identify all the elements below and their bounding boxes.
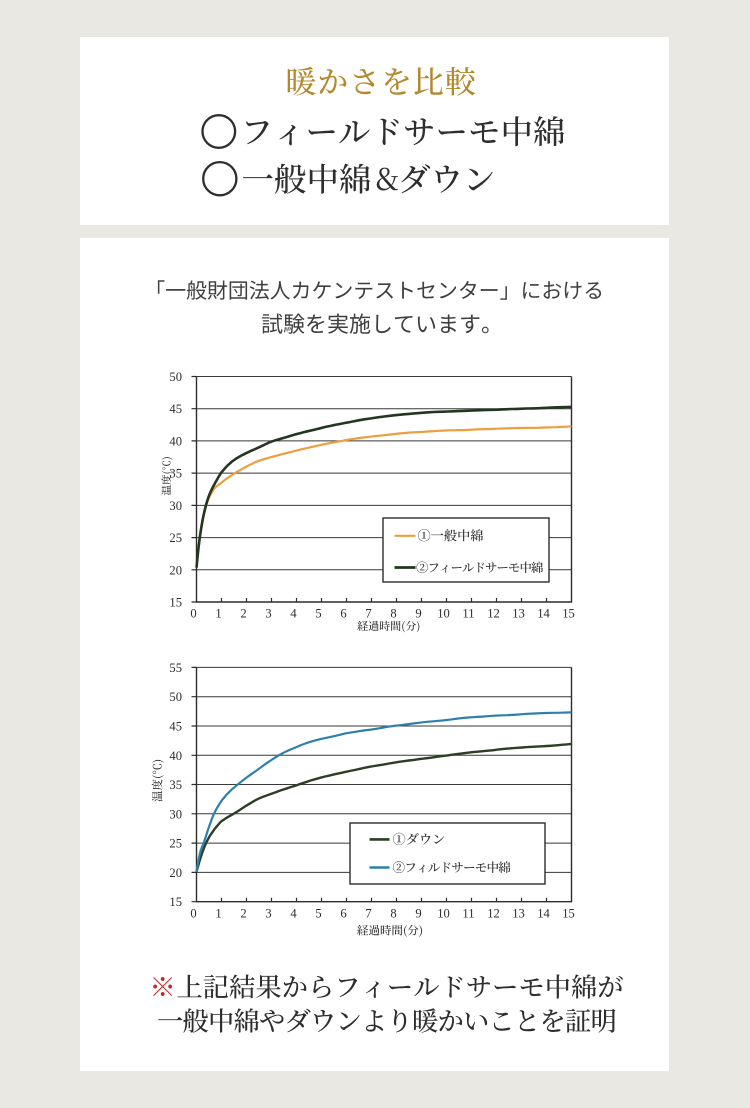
svg-text:5: 5 [315,907,321,921]
svg-text:8: 8 [390,907,396,921]
svg-text:7: 7 [365,907,371,921]
svg-text:3: 3 [265,607,271,621]
svg-text:11: 11 [462,907,474,921]
svg-text:13: 13 [512,907,525,921]
svg-text:30: 30 [169,499,182,513]
svg-text:50: 50 [169,690,182,704]
svg-text:10: 10 [437,607,450,621]
svg-text:35: 35 [169,467,182,481]
svg-text:9: 9 [415,607,421,621]
svg-text:14: 14 [537,907,550,921]
svg-text:9: 9 [415,907,421,921]
svg-text:45: 45 [169,402,182,416]
svg-text:40: 40 [169,434,182,448]
svg-text:15: 15 [169,895,182,909]
svg-text:25: 25 [169,837,182,851]
svg-text:30: 30 [169,807,182,821]
svg-text:7: 7 [365,607,371,621]
svg-text:2: 2 [240,607,246,621]
svg-text:12: 12 [487,907,500,921]
svg-text:50: 50 [169,370,182,384]
svg-text:2: 2 [240,907,246,921]
svg-text:8: 8 [390,607,396,621]
svg-text:0: 0 [190,607,196,621]
svg-text:20: 20 [169,866,182,880]
svg-text:11: 11 [462,607,474,621]
svg-text:1: 1 [215,907,221,921]
svg-text:15: 15 [562,907,575,921]
svg-text:15: 15 [562,607,575,621]
svg-text:15: 15 [169,596,182,610]
svg-text:20: 20 [169,563,182,577]
svg-text:13: 13 [512,607,525,621]
svg-text:5: 5 [315,607,321,621]
svg-text:0: 0 [190,907,196,921]
svg-text:3: 3 [265,907,271,921]
svg-text:12: 12 [487,607,500,621]
svg-text:14: 14 [537,607,550,621]
svg-text:25: 25 [169,531,182,545]
svg-text:10: 10 [437,907,450,921]
svg-text:55: 55 [169,661,182,675]
svg-text:6: 6 [340,607,346,621]
svg-text:40: 40 [169,749,182,763]
svg-text:4: 4 [290,607,297,621]
svg-text:6: 6 [340,907,346,921]
svg-text:1: 1 [215,607,221,621]
svg-text:4: 4 [290,907,297,921]
svg-text:35: 35 [169,778,182,792]
svg-text:45: 45 [169,720,182,734]
